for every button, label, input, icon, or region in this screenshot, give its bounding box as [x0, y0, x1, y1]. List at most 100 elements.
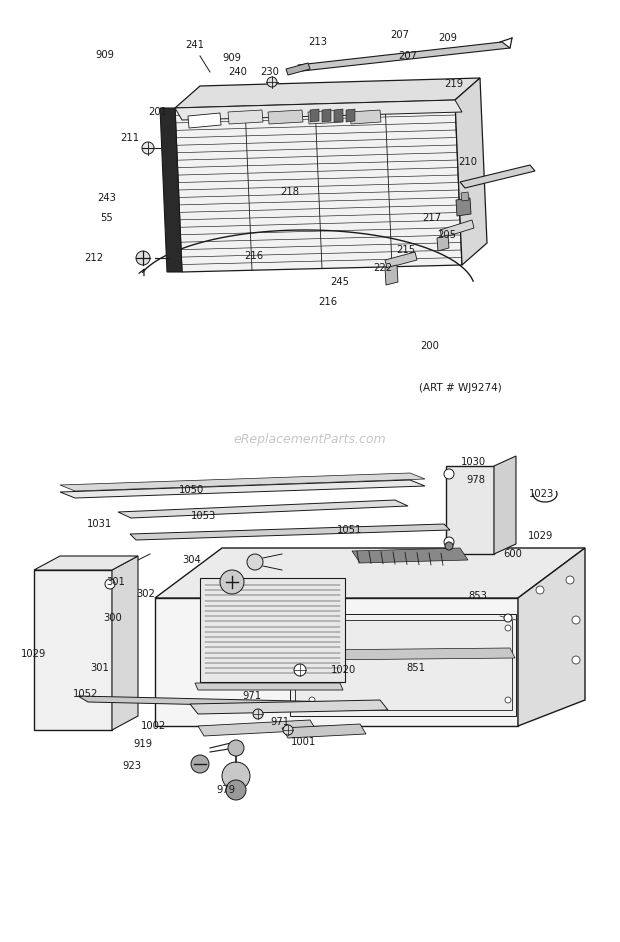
- Circle shape: [228, 740, 244, 756]
- Polygon shape: [310, 109, 319, 122]
- Polygon shape: [352, 548, 468, 563]
- Polygon shape: [310, 648, 515, 660]
- Polygon shape: [130, 524, 450, 540]
- Circle shape: [267, 77, 277, 87]
- Polygon shape: [286, 63, 310, 75]
- Text: 216: 216: [319, 297, 337, 307]
- Text: 211: 211: [120, 133, 140, 143]
- Text: 600: 600: [503, 549, 523, 559]
- Text: 212: 212: [84, 253, 104, 263]
- Polygon shape: [228, 110, 263, 124]
- Text: 1001: 1001: [291, 737, 317, 747]
- Circle shape: [136, 251, 150, 265]
- Polygon shape: [112, 556, 138, 730]
- Text: eReplacementParts.com: eReplacementParts.com: [234, 433, 386, 447]
- Polygon shape: [437, 235, 449, 251]
- Text: 1029: 1029: [528, 531, 554, 541]
- Polygon shape: [175, 78, 480, 108]
- Text: (ART # WJ9274): (ART # WJ9274): [418, 383, 502, 393]
- Circle shape: [226, 780, 246, 800]
- Text: 241: 241: [185, 40, 205, 50]
- Polygon shape: [60, 473, 425, 491]
- Text: 1030: 1030: [461, 457, 485, 467]
- Circle shape: [247, 554, 263, 570]
- Text: 853: 853: [469, 591, 487, 601]
- Text: 971: 971: [242, 691, 262, 701]
- Polygon shape: [268, 110, 303, 124]
- Polygon shape: [198, 720, 316, 736]
- Polygon shape: [494, 456, 516, 554]
- Text: 1051: 1051: [337, 525, 363, 535]
- Text: 909: 909: [95, 50, 115, 60]
- Text: 213: 213: [309, 37, 327, 47]
- Circle shape: [505, 625, 511, 631]
- Text: 1029: 1029: [21, 649, 46, 659]
- Polygon shape: [350, 110, 381, 124]
- Polygon shape: [34, 556, 138, 570]
- Text: 207: 207: [391, 30, 409, 40]
- Text: 216: 216: [244, 251, 264, 261]
- Polygon shape: [385, 252, 417, 268]
- Polygon shape: [195, 683, 343, 690]
- Circle shape: [309, 625, 315, 631]
- Polygon shape: [322, 109, 331, 122]
- Circle shape: [142, 142, 154, 154]
- Circle shape: [445, 542, 453, 550]
- Polygon shape: [190, 700, 388, 714]
- Circle shape: [309, 697, 315, 703]
- Circle shape: [191, 755, 209, 773]
- Polygon shape: [78, 696, 350, 708]
- Circle shape: [566, 576, 574, 584]
- Circle shape: [572, 656, 580, 664]
- Circle shape: [283, 725, 293, 735]
- Text: 222: 222: [373, 263, 392, 273]
- Text: 209: 209: [438, 33, 458, 43]
- Text: 919: 919: [133, 739, 153, 749]
- Polygon shape: [155, 548, 585, 598]
- Circle shape: [504, 614, 512, 622]
- Text: 979: 979: [216, 785, 236, 795]
- Text: 909: 909: [223, 53, 242, 63]
- Polygon shape: [200, 578, 345, 682]
- Circle shape: [222, 762, 250, 790]
- Polygon shape: [118, 500, 408, 518]
- Polygon shape: [334, 109, 343, 122]
- Text: 304: 304: [183, 555, 202, 565]
- Text: 215: 215: [396, 245, 415, 255]
- Text: 1020: 1020: [331, 665, 356, 675]
- Circle shape: [253, 709, 263, 719]
- Circle shape: [444, 469, 454, 479]
- Text: 218: 218: [280, 187, 299, 197]
- Circle shape: [294, 664, 306, 676]
- Text: 245: 245: [330, 277, 350, 287]
- Text: 1053: 1053: [192, 511, 216, 521]
- Polygon shape: [518, 548, 585, 726]
- Text: 207: 207: [399, 51, 417, 61]
- Text: 978: 978: [466, 475, 485, 485]
- Circle shape: [105, 579, 115, 589]
- Text: 923: 923: [123, 761, 141, 771]
- Text: 1031: 1031: [87, 519, 113, 529]
- Polygon shape: [461, 192, 469, 201]
- Text: 1052: 1052: [73, 689, 99, 699]
- Text: 240: 240: [229, 67, 247, 77]
- Polygon shape: [440, 220, 474, 238]
- Text: 219: 219: [445, 79, 464, 89]
- Polygon shape: [60, 480, 425, 498]
- Polygon shape: [34, 570, 112, 730]
- Text: 217: 217: [422, 213, 441, 223]
- Circle shape: [220, 570, 244, 594]
- Text: 1023: 1023: [528, 489, 554, 499]
- Polygon shape: [346, 109, 355, 122]
- Text: 301: 301: [91, 663, 110, 673]
- Polygon shape: [456, 198, 471, 216]
- Polygon shape: [160, 108, 182, 272]
- Circle shape: [505, 697, 511, 703]
- Circle shape: [572, 616, 580, 624]
- Text: 230: 230: [260, 67, 280, 77]
- Polygon shape: [175, 100, 462, 272]
- Polygon shape: [460, 165, 535, 188]
- Polygon shape: [295, 620, 512, 710]
- Text: 971: 971: [270, 717, 290, 727]
- Text: 1050: 1050: [179, 485, 205, 495]
